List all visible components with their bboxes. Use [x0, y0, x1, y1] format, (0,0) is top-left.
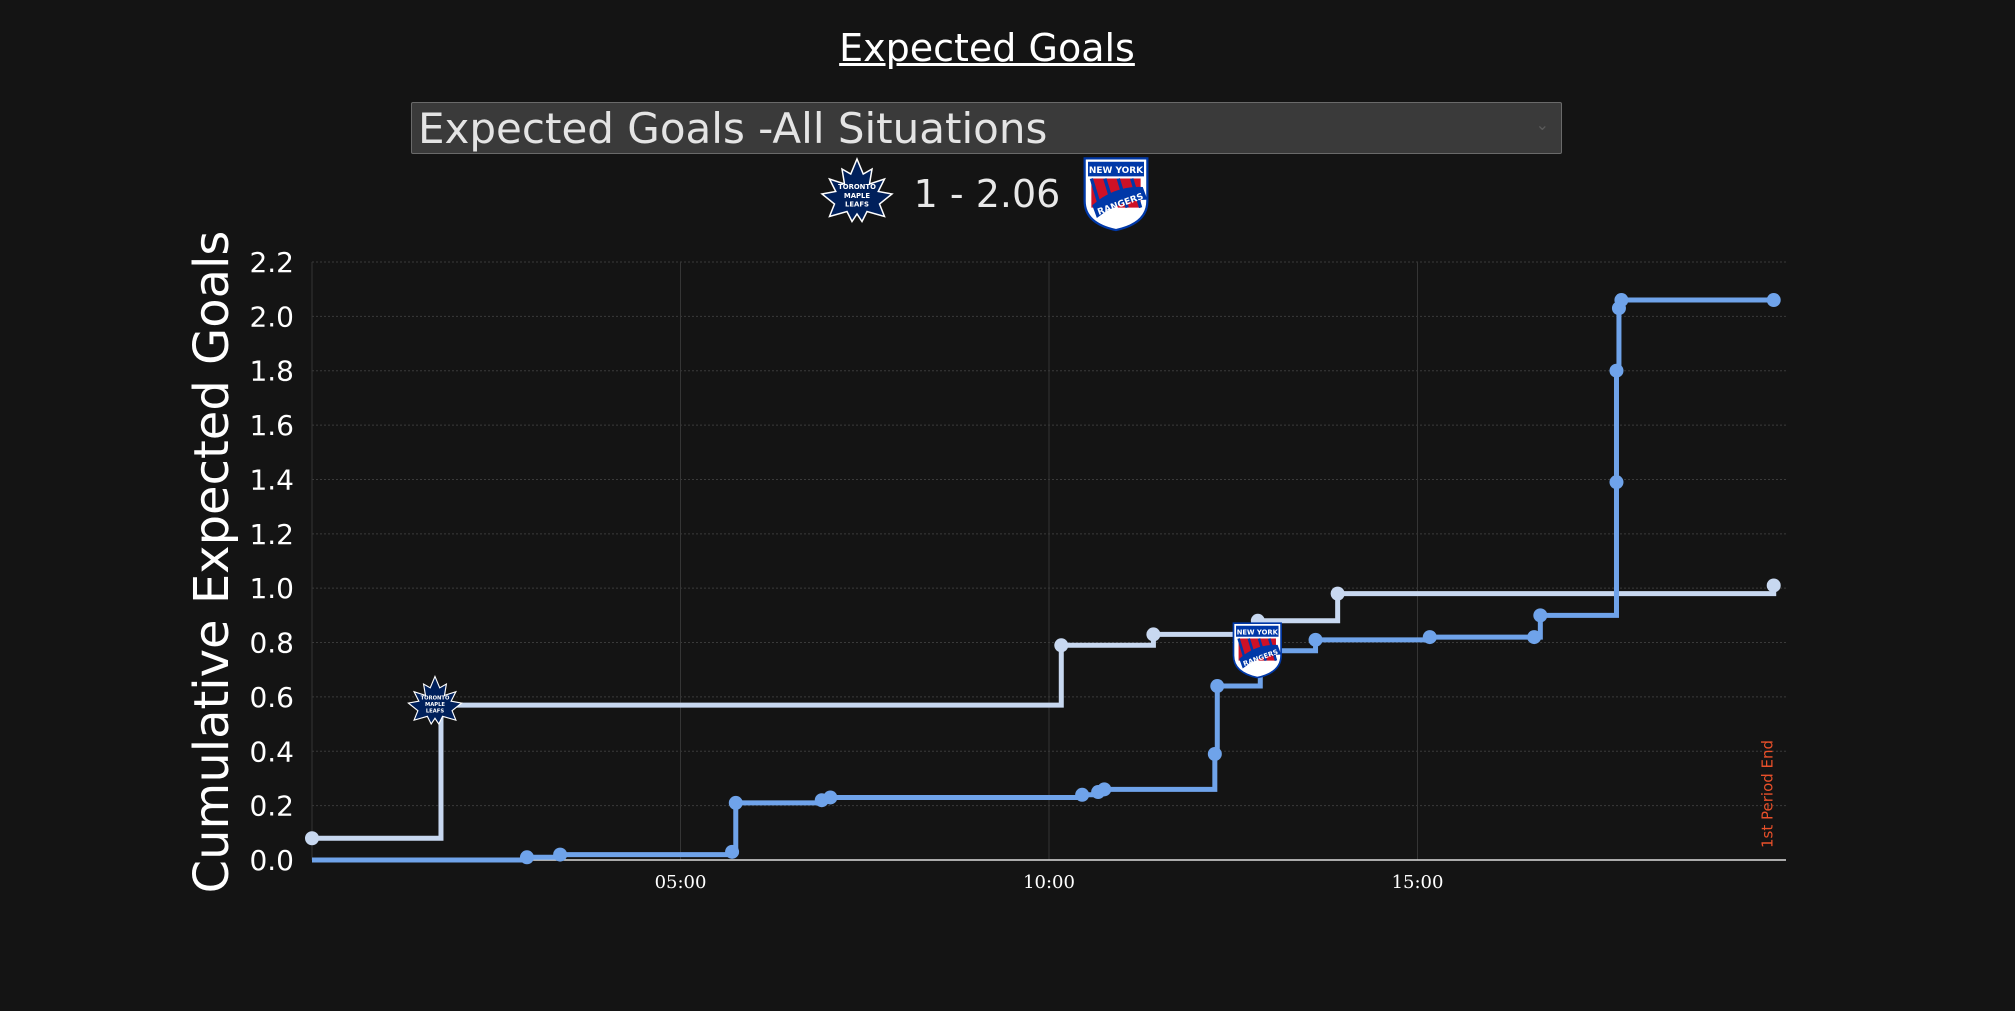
x-tick-label: 10:00 — [1023, 872, 1075, 893]
shield-banner — [1092, 187, 1148, 219]
y-tick-label: 0.2 — [249, 790, 294, 823]
period-end-label: 1st Period End — [1759, 740, 1777, 848]
chart-annotations: 1st Period End — [1759, 740, 1777, 848]
shot-point-tor[interactable] — [1146, 627, 1161, 642]
shot-point-nyr[interactable] — [1097, 782, 1112, 797]
y-tick-label: 1.4 — [249, 463, 294, 496]
logo-text: TORONTO — [421, 695, 450, 701]
shot-point-nyr[interactable] — [1210, 679, 1225, 694]
situation-dropdown[interactable]: Expected Goals -All Situations ⌄ — [411, 102, 1562, 154]
y-tick-label: 2.0 — [249, 300, 294, 333]
logo-text: LEAFS — [845, 201, 869, 209]
shot-point-nyr[interactable] — [1609, 475, 1624, 490]
y-tick-label: 1.6 — [249, 409, 294, 442]
y-axis-label: Cumulative Expected Goals — [184, 231, 240, 894]
chart-grid — [311, 261, 1786, 861]
shot-point-nyr[interactable] — [728, 795, 743, 810]
shot-point-tor[interactable] — [305, 831, 319, 846]
shield-banner — [1239, 644, 1282, 669]
shot-point-nyr[interactable] — [823, 790, 838, 805]
x-tick-label: 05:00 — [655, 872, 707, 893]
shot-point-nyr[interactable] — [1207, 746, 1222, 761]
shot-point-nyr[interactable] — [1422, 630, 1437, 645]
shot-point-tor[interactable] — [1330, 586, 1345, 601]
shot-point-tor[interactable] — [1766, 578, 1781, 593]
y-tick-label: 2.2 — [249, 246, 294, 279]
shot-point-nyr[interactable] — [1533, 608, 1548, 623]
shield-band — [1088, 161, 1144, 177]
shot-point-nyr[interactable] — [725, 844, 740, 859]
page-title: Expected Goals — [839, 26, 1135, 70]
shot-point-nyr[interactable] — [1308, 632, 1323, 647]
dropdown-selected-value: Expected Goals -All Situations — [418, 104, 1048, 153]
y-tick-label: 1.8 — [249, 355, 294, 388]
y-tick-label: 1.0 — [249, 572, 294, 605]
chart-axes: 0.0 0.2 0.4 0.6 0.8 1.0 1.2 1.4 1.6 1.8 2.0 2.2 05:0… — [184, 231, 1786, 894]
shot-point-nyr[interactable] — [553, 847, 568, 862]
shield-band — [1236, 625, 1279, 637]
shot-point-nyr[interactable] — [1614, 293, 1629, 308]
x-tick-label: 15:00 — [1392, 872, 1444, 893]
shot-point-tor[interactable] — [1054, 638, 1069, 653]
logo-text: NEW YORK — [1089, 166, 1144, 176]
logo-text: LEAFS — [426, 709, 444, 715]
series-line-tor — [312, 585, 1777, 841]
shot-point-nyr[interactable] — [1527, 630, 1542, 645]
score-text: 1 - 2.06 — [914, 172, 1061, 216]
shot-point-nyr[interactable] — [1075, 787, 1090, 802]
shot-point-nyr[interactable] — [519, 850, 534, 865]
logo-text: MAPLE — [844, 192, 871, 200]
y-tick-label: 0.4 — [249, 735, 294, 768]
logo-text: MAPLE — [425, 702, 445, 708]
chart-series — [305, 293, 1781, 865]
y-tick-label: 1.2 — [249, 518, 294, 551]
logo-text: NEW YORK — [1237, 628, 1279, 636]
chevron-down-icon[interactable]: ⌄ — [1535, 115, 1549, 134]
y-tick-label: 0.8 — [249, 627, 294, 660]
y-tick-label: 0.0 — [249, 844, 294, 877]
series-line-nyr — [312, 297, 1774, 863]
y-tick-label: 0.6 — [249, 681, 294, 714]
shot-point-nyr[interactable] — [1609, 363, 1624, 378]
shot-point-nyr[interactable] — [1766, 293, 1781, 308]
logo-text: TORONTO — [838, 183, 876, 191]
